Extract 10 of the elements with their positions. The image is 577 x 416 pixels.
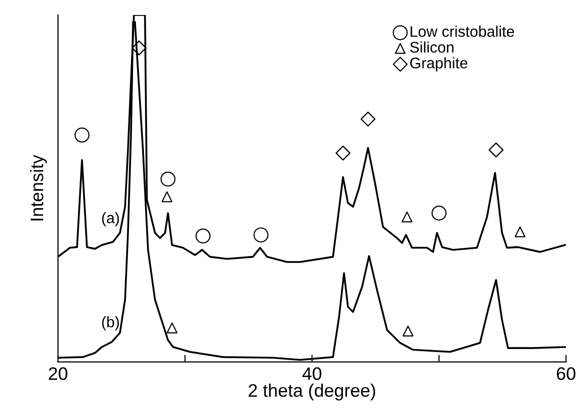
x-axis-title: 2 theta (degree) bbox=[248, 384, 376, 400]
x-tick-label: 60 bbox=[556, 367, 576, 380]
legend-label: Low cristobalite bbox=[410, 26, 514, 37]
x-tick-label: 20 bbox=[48, 367, 68, 380]
legend-label: Silicon bbox=[410, 41, 454, 53]
series-label: (b) bbox=[102, 316, 119, 330]
x-tick-label: 40 bbox=[302, 367, 322, 380]
y-axis-title: Intensity bbox=[30, 154, 47, 220]
series-label: (a) bbox=[102, 212, 119, 226]
legend-label: Graphite bbox=[410, 57, 468, 72]
